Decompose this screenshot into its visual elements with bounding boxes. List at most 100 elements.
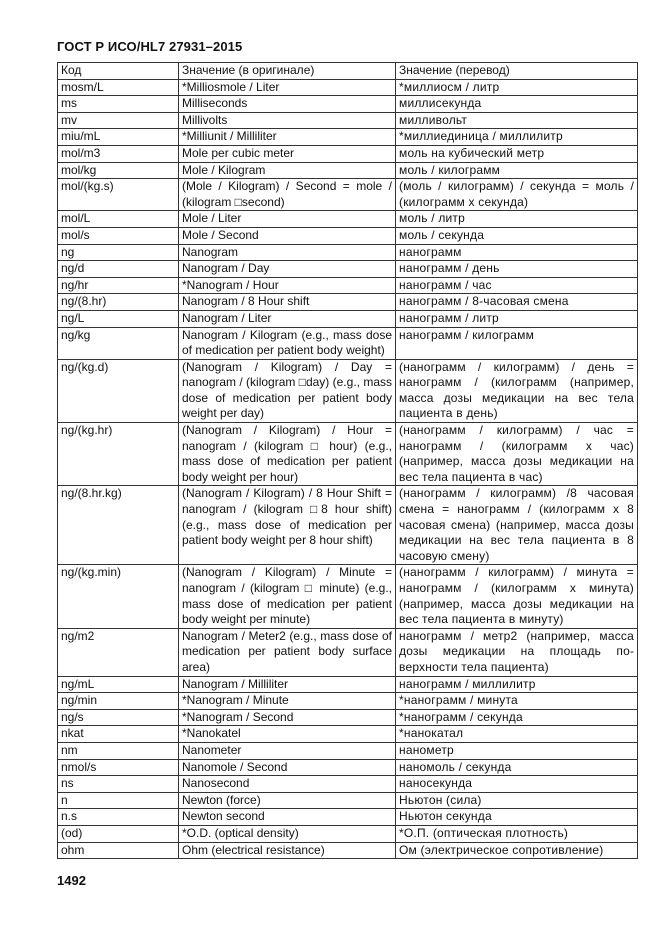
cell-original: Milliseconds	[178, 95, 396, 113]
table-row: nkat *Nanokatel *нанокатал	[57, 725, 638, 743]
cell-original: Ohm (electrical resistance)	[178, 841, 396, 860]
table-row: ng/(kg.d) (Nanogram / Kilogram) / Day = n…	[57, 358, 638, 424]
cell-code: ng/min	[57, 692, 179, 710]
table-row: ng/L Nanogram / Liter нанограмм / литр	[57, 309, 638, 328]
cell-code: n	[57, 791, 179, 810]
cell-original: (Nanogram / Kilogram) / Minute = nanogra…	[178, 564, 396, 629]
column-header-original: Значение (в оригинале)	[178, 62, 396, 80]
cell-translation: нанограмм / килограмм	[395, 326, 638, 360]
cell-translation: нанограмм / метр2 (например, масса дозы …	[395, 627, 638, 677]
table-row: mol/L Mole / Liter моль / литр	[57, 210, 638, 228]
cell-translation: Ньютон (сила)	[395, 791, 638, 810]
cell-original: *Milliosmole / Liter	[178, 78, 396, 97]
table-row: ng/d Nanogram / Day нанограмм / день	[57, 260, 638, 278]
cell-original: Newton second	[178, 808, 396, 826]
cell-code: mol/(kg.s)	[57, 178, 179, 212]
table-row: mosm/L *Milliosmole / Liter *миллиосм / ли…	[57, 78, 638, 97]
cell-original: Nanosecond	[178, 775, 396, 793]
cell-original: Mole / Kilogram	[178, 161, 396, 180]
table-row: ng/s *Nanogram / Second *нанограмм / секун…	[57, 708, 638, 727]
cell-original: Nanogram / Kilogram (e.g., mass dose of …	[178, 326, 396, 360]
cell-code: mv	[57, 111, 179, 130]
cell-translation: (нанограмм / килограмм) / день = наногра…	[395, 358, 638, 424]
cell-translation: (нанограмм / килограмм) / минута = наног…	[395, 564, 638, 629]
cell-translation: Ньютон секунда	[395, 808, 638, 826]
table-row: n.s Newton second Ньютон секунда	[57, 808, 638, 826]
cell-code: ng/(kg.hr)	[57, 422, 179, 487]
cell-code: mol/s	[57, 226, 179, 245]
table-row: n Newton (force) Ньютон (сила)	[57, 791, 638, 810]
cell-translation: моль / литр	[395, 210, 638, 228]
cell-original: Nanogram / 8 Hour shift	[178, 293, 396, 311]
cell-code: nkat	[57, 725, 179, 743]
table-header-row: Код Значение (в оригинале) Значение (пер…	[57, 62, 638, 80]
cell-original: *Nanokatel	[178, 725, 396, 743]
cell-original: Nanogram / Day	[178, 260, 396, 278]
cell-translation: (нанограмм / килограмм) /8 часовая смена…	[395, 485, 638, 566]
column-header-translation: Значение (перевод)	[395, 62, 638, 80]
cell-code: ng/hr	[57, 276, 179, 295]
cell-code: ng/(8.hr.kg)	[57, 485, 179, 566]
table-row: mol/(kg.s) (Mole / Kilogram) / Second = m…	[57, 178, 638, 212]
cell-original: Nanogram / Milliliter	[178, 675, 396, 694]
cell-original: Mole per cubic meter	[178, 144, 396, 163]
table-row: ng/mL Nanogram / Milliliter нанограмм / ми…	[57, 675, 638, 694]
cell-translation: *нанограмм / минута	[395, 692, 638, 710]
table-row: ng Nanogram нанограмм	[57, 243, 638, 262]
cell-code: ms	[57, 95, 179, 113]
cell-translation: *нанограмм / секунда	[395, 708, 638, 727]
cell-translation: *нанокатал	[395, 725, 638, 743]
table-row: miu/mL *Milliunit / Milliliter *миллиедини…	[57, 128, 638, 146]
cell-code: ng	[57, 243, 179, 262]
table-row: ms Milliseconds миллисекунда	[57, 95, 638, 113]
document-header: ГОСТ Р ИСО/HL7 27931–2015	[57, 39, 243, 54]
table-row: ng/hr *Nanogram / Hour нанограмм / час	[57, 276, 638, 295]
table-row: mol/s Mole / Second моль / секунда	[57, 226, 638, 245]
table-row: ng/min *Nanogram / Minute *нанограмм / мин…	[57, 692, 638, 710]
table-row: ng/(8.hr.kg) (Nanogram / Kilogram) / 8 Ho…	[57, 485, 638, 566]
cell-translation: милливольт	[395, 111, 638, 130]
table-row: ng/(8.hr) Nanogram / 8 Hour shift нанограм…	[57, 293, 638, 311]
cell-code: nmol/s	[57, 758, 179, 777]
cell-code: ng/mL	[57, 675, 179, 694]
table-row: ng/(kg.hr) (Nanogram / Kilogram) / Hour =…	[57, 422, 638, 487]
page-number: 1492	[57, 873, 86, 888]
cell-translation: миллисекунда	[395, 95, 638, 113]
table-row: ng/m2 Nanogram / Meter2 (e.g., mass dose …	[57, 627, 638, 677]
table-row: nmol/s Nanomole / Second наномоль / секунд…	[57, 758, 638, 777]
cell-code: ng/d	[57, 260, 179, 278]
cell-original: Nanogram / Liter	[178, 309, 396, 328]
cell-original: Millivolts	[178, 111, 396, 130]
cell-translation: Ом (электрическое сопротивление)	[395, 841, 638, 860]
cell-code: ng/m2	[57, 627, 179, 677]
cell-translation: нанометр	[395, 741, 638, 760]
cell-code: ng/s	[57, 708, 179, 727]
cell-code: ohm	[57, 841, 179, 860]
table-row: mol/kg Mole / Kilogram моль / килограмм	[57, 161, 638, 180]
cell-original: Nanogram / Meter2 (e.g., mass dose of me…	[178, 627, 396, 677]
units-table: Код Значение (в оригинале) Значение (пер…	[57, 62, 638, 860]
table-row: mv Millivolts милливольт	[57, 111, 638, 130]
table-row: nm Nanometer нанометр	[57, 741, 638, 760]
cell-translation: нанограмм / день	[395, 260, 638, 278]
cell-original: Nanomole / Second	[178, 758, 396, 777]
cell-original: (Nanogram / Kilogram) / Day = nanogram /…	[178, 358, 396, 424]
cell-translation: *миллиосм / литр	[395, 78, 638, 97]
cell-translation: моль / килограмм	[395, 161, 638, 180]
cell-translation: *О.П. (оптическая плотность)	[395, 824, 638, 843]
cell-translation: нанограмм / миллилитр	[395, 675, 638, 694]
column-header-code: Код	[57, 62, 179, 80]
cell-original: Mole / Liter	[178, 210, 396, 228]
cell-code: mol/m3	[57, 144, 179, 163]
cell-translation: (нанограмм / килограмм) / час = нанограм…	[395, 422, 638, 487]
cell-original: *Milliunit / Milliliter	[178, 128, 396, 146]
cell-translation: наносекунда	[395, 775, 638, 793]
cell-code: ng/L	[57, 309, 179, 328]
cell-code: ng/kg	[57, 326, 179, 360]
cell-translation: моль на кубический метр	[395, 144, 638, 163]
cell-translation: нанограмм / литр	[395, 309, 638, 328]
cell-code: ns	[57, 775, 179, 793]
cell-code: mol/kg	[57, 161, 179, 180]
cell-code: n.s	[57, 808, 179, 826]
cell-code: ng/(kg.min)	[57, 564, 179, 629]
